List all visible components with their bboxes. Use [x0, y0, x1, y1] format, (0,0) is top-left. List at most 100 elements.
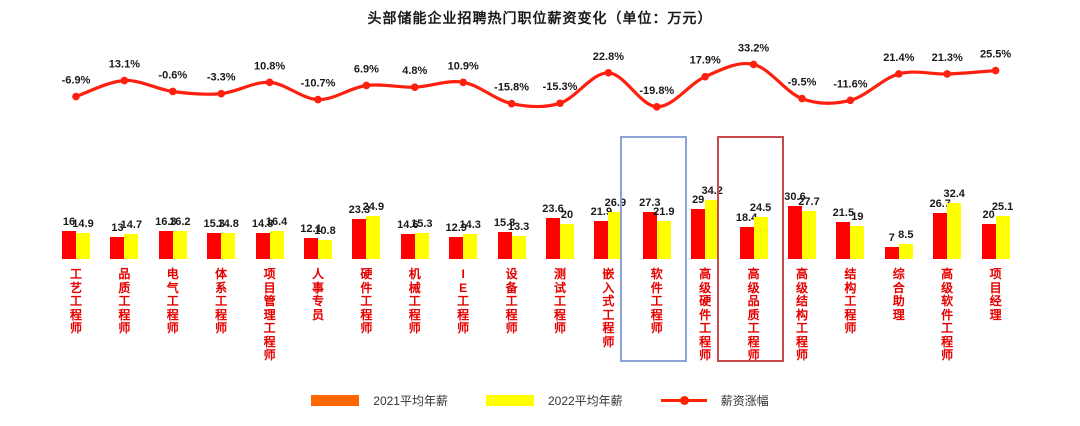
bar-2021 — [400, 233, 415, 259]
bar-value-label: 20 — [560, 209, 574, 222]
bar-value-label: 24.5 — [749, 201, 772, 214]
bar-2021 — [304, 238, 318, 259]
bar-value-label: 8.5 — [898, 229, 914, 242]
line-point — [459, 78, 468, 87]
bar-2021 — [739, 227, 754, 259]
category-label: 电气工程师 — [166, 267, 179, 335]
legend-line-marker-icon — [660, 396, 707, 405]
bar-value-label: 14.8 — [251, 218, 274, 231]
bar-2022 — [511, 235, 526, 259]
bar-2021 — [110, 236, 125, 259]
bar-value-label: 12.9 — [445, 221, 467, 234]
bar-value-label: 15.3 — [203, 217, 225, 230]
bar-2021 — [207, 232, 222, 259]
line-point-label: -10.7% — [301, 78, 336, 90]
line-point — [72, 92, 80, 101]
line-point — [411, 83, 419, 91]
bar-2022 — [366, 215, 381, 259]
bar-value-label: 13 — [111, 221, 124, 234]
line-point — [846, 96, 855, 105]
category-label: 体系工程师 — [215, 267, 228, 335]
bar-2021 — [158, 230, 173, 259]
bar-value-label: 14.7 — [120, 218, 143, 231]
line-point-label: -3.3% — [207, 72, 236, 84]
bar-2022 — [463, 234, 478, 259]
line-point-label: -15.8% — [494, 82, 529, 94]
bar-value-label: 21.9 — [653, 206, 675, 219]
category-label: 高级硬件工程师 — [699, 267, 712, 362]
bar-2022 — [995, 215, 1010, 259]
line-point — [362, 81, 371, 90]
line-point — [507, 99, 516, 108]
legend-swatch-2022 — [485, 395, 534, 406]
bar-value-label: 25.1 — [991, 200, 1014, 213]
category-label: 高级结构工程师 — [795, 267, 808, 362]
bar-2022 — [124, 233, 139, 259]
bar-2022 — [221, 233, 236, 259]
bar-value-label: 23.3 — [348, 203, 371, 216]
category-label: 人事专员 — [311, 267, 324, 322]
bar-value-label: 16.2 — [169, 215, 191, 228]
line-point-label: 10.8% — [254, 60, 285, 72]
bar-value-label: 26.7 — [929, 197, 951, 210]
bar-2021 — [691, 208, 706, 259]
line-point-label: -6.9% — [62, 75, 91, 87]
line-point — [604, 68, 613, 77]
bar-2022 — [802, 211, 816, 259]
line-point-label: 4.8% — [402, 65, 427, 77]
legend-swatch-2021 — [311, 395, 360, 406]
bar-value-label: 15.8 — [493, 216, 516, 229]
bar-value-label: 18.4 — [735, 212, 758, 225]
category-label: 项目经理 — [989, 267, 1002, 322]
bar-value-label: 23.6 — [542, 203, 564, 216]
line-point — [265, 78, 274, 87]
line-point — [749, 60, 758, 69]
bar-value-label: 10.8 — [314, 225, 336, 238]
category-label: 软件工程师 — [650, 267, 663, 335]
line-point — [991, 66, 1000, 75]
category-label: 项目管理工程师 — [263, 267, 276, 362]
bar-2022 — [76, 233, 90, 259]
bar-value-label: 13.3 — [507, 220, 530, 233]
bar-2022 — [753, 216, 768, 259]
bar-2022 — [560, 224, 574, 259]
bar-value-label: 12.1 — [300, 223, 322, 236]
bar-value-label: 24.9 — [362, 200, 385, 213]
line-point-label: 10.9% — [448, 60, 479, 72]
bar-2022 — [656, 221, 671, 259]
legend-label-2021: 2021平均年薪 — [373, 394, 448, 408]
line-point-label: 6.9% — [354, 63, 379, 75]
line-point — [895, 70, 903, 78]
highlight-box-高级品质工程师 — [716, 136, 784, 362]
line-point-label: 22.8% — [593, 51, 624, 63]
line-point-label: 25.5% — [980, 49, 1011, 61]
category-label: 硬件工程师 — [360, 267, 373, 335]
bar-value-label: 32.4 — [943, 187, 965, 200]
line-point-label: -11.6% — [833, 78, 867, 90]
legend-label-growth: 薪资涨幅 — [720, 394, 769, 408]
line-point-label: 13.1% — [109, 59, 140, 71]
category-label: 嵌入式工程师 — [602, 267, 615, 349]
category-label: 高级软件工程师 — [941, 267, 954, 362]
line-point-label: 33.2% — [738, 42, 769, 54]
bar-2021 — [981, 224, 996, 259]
bar-2021 — [255, 233, 270, 259]
category-label: 综合助理 — [892, 267, 905, 322]
bar-2021 — [836, 221, 851, 259]
chart-title: 头部储能企业招聘热门职位薪资变化（单位：万元） — [367, 10, 713, 26]
bar-2022 — [898, 244, 913, 259]
bar-2021 — [546, 218, 560, 259]
bar-2021 — [62, 231, 76, 259]
bar-2021 — [449, 236, 464, 259]
growth-line-chart: -6.9% 13.1% -0.6% -3.3% 10.8% -10.7% 6.9% 4.8% 1… — [62, 42, 1011, 111]
legend-item-2022: 2022平均年薪 — [485, 392, 623, 409]
bar-value-label: 29 — [692, 193, 705, 206]
growth-line — [75, 62, 996, 109]
bar-value-label: 30.6 — [784, 191, 806, 204]
legend-item-growth: 薪资涨幅 — [660, 392, 769, 409]
category-label: 工艺工程师 — [69, 267, 82, 335]
bar-2022 — [414, 232, 429, 259]
bar-value-label: 21.5 — [832, 206, 855, 219]
